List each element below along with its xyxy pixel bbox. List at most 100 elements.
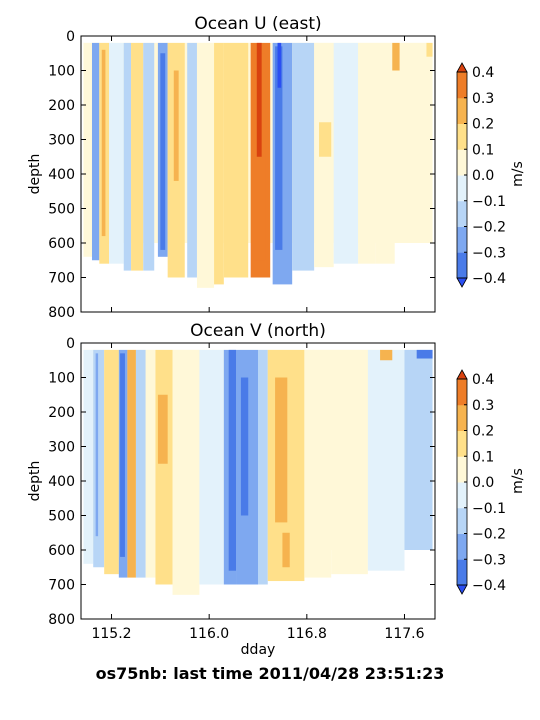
ytick-label: 100: [48, 371, 75, 387]
colorbar-tick-label: 0.1: [472, 449, 494, 465]
colorbar-segment: [457, 175, 467, 202]
field-feature: [228, 349, 237, 571]
field-column: [123, 42, 132, 271]
colorbar-segment: [457, 226, 467, 253]
field-feature: [173, 70, 179, 181]
colorbar-tick-label: −0.2: [472, 220, 506, 236]
ytick-label: 700: [48, 578, 75, 594]
ylabel-v: depth: [27, 461, 43, 502]
ytick-label: 800: [48, 612, 75, 628]
xlabel-v: dday: [241, 642, 276, 658]
field-column: [172, 349, 200, 595]
ytick-label: 0: [66, 29, 75, 45]
field-feature: [93, 49, 97, 250]
yaxis-u: 0 100 200 300 400 500 600 700 800: [48, 29, 435, 321]
ytick-label: 800: [48, 305, 75, 321]
colorbar-label-v: m/s: [510, 468, 526, 494]
chart-title-v: Ocean V (north): [190, 321, 326, 341]
colorbar-segment: [457, 252, 467, 279]
field-feature: [416, 349, 433, 359]
yaxis-v: 0 100 200 300 400 500 600 700 800: [48, 336, 435, 628]
colorbar-segment: [457, 123, 467, 150]
field-feature: [275, 377, 288, 523]
field-feature: [101, 49, 106, 237]
field-column: [358, 42, 376, 264]
colorbar-extend-min: [456, 584, 468, 595]
field-column: [187, 42, 197, 278]
xtick-label: 115.2: [91, 626, 131, 642]
field-feature: [275, 46, 283, 250]
xtick-label: 117.6: [384, 626, 424, 642]
field-column: [304, 349, 332, 578]
colorbar-tick-label: −0.2: [472, 527, 506, 543]
field-u: [83, 42, 433, 288]
field-column: [333, 42, 359, 264]
field-feature: [120, 353, 125, 557]
field-feature: [426, 42, 433, 57]
colorbar-label-u: m/s: [510, 161, 526, 187]
colorbar-tick-label: 0.0: [472, 475, 494, 491]
field-feature: [256, 42, 262, 157]
colorbar-tick-label: 0.2: [472, 424, 494, 440]
field-feature: [319, 122, 332, 157]
ytick-label: 500: [48, 202, 75, 218]
field-column: [196, 42, 215, 288]
ylabel-u: depth: [27, 154, 43, 195]
ytick-label: 100: [48, 64, 75, 80]
field-column: [145, 349, 156, 578]
ytick-label: 500: [48, 509, 75, 525]
field-column: [258, 349, 268, 585]
field-column: [93, 349, 105, 568]
field-column: [199, 349, 224, 585]
colorbar-tick-label: 0.1: [472, 142, 494, 158]
field-feature: [160, 53, 166, 250]
colorbar-segment: [457, 97, 467, 124]
field-column: [131, 42, 144, 271]
ytick-label: 300: [48, 133, 75, 149]
field-column: [367, 349, 405, 571]
colorbar-segment: [457, 559, 467, 586]
colorbar-tick-label: 0.3: [472, 91, 494, 107]
field-column: [331, 349, 368, 575]
colorbar-u: −0.4 −0.3 −0.2 −0.1 0.0 0.1 0.2 0.3 0.4: [456, 62, 506, 288]
colorbar-segment: [457, 482, 467, 509]
field-column: [104, 349, 119, 575]
chart-title-u: Ocean U (east): [194, 14, 321, 34]
ytick-label: 200: [48, 405, 75, 421]
colorbar-segment: [457, 149, 467, 176]
colorbar-tick-label: −0.1: [472, 501, 506, 517]
field-feature: [277, 42, 282, 88]
ytick-label: 0: [66, 336, 75, 352]
xaxis-v: 115.2 116.0 116.8 117.6: [91, 343, 425, 642]
colorbar-tick-label: 0.3: [472, 398, 494, 414]
ytick-label: 400: [48, 167, 75, 183]
colorbar-segment: [457, 507, 467, 534]
colorbar-tick-label: −0.3: [472, 245, 506, 261]
field-column: [223, 42, 249, 278]
colorbar-segment: [457, 72, 467, 99]
colorbar-segment: [457, 379, 467, 406]
field-feature: [282, 532, 290, 568]
colorbar-segment: [457, 404, 467, 431]
field-feature: [380, 349, 393, 361]
field-feature: [392, 42, 400, 71]
ytick-label: 200: [48, 98, 75, 114]
field-column: [135, 349, 146, 578]
field-column: [394, 42, 433, 244]
colorbar-tick-label: −0.4: [472, 578, 506, 594]
field-column: [375, 42, 395, 264]
colorbar-tick-label: 0.4: [472, 372, 494, 388]
panel-ocean-v: Ocean V (north) depth 0 100 200 300 400 500 60…: [27, 321, 526, 658]
footer-status: os75nb: last time 2011/04/28 23:51:23: [95, 664, 445, 683]
ytick-label: 600: [48, 236, 75, 252]
ytick-label: 700: [48, 271, 75, 287]
ytick-label: 600: [48, 543, 75, 559]
colorbar-segment: [457, 533, 467, 560]
colorbar-v: −0.4 −0.3 −0.2 −0.1 0.0 0.1 0.2 0.3 0.4: [456, 369, 506, 595]
xaxis-u: [111, 36, 405, 312]
field-column: [155, 349, 173, 585]
field-feature: [240, 377, 249, 516]
colorbar-segment: [457, 456, 467, 483]
field-column: [292, 42, 315, 271]
